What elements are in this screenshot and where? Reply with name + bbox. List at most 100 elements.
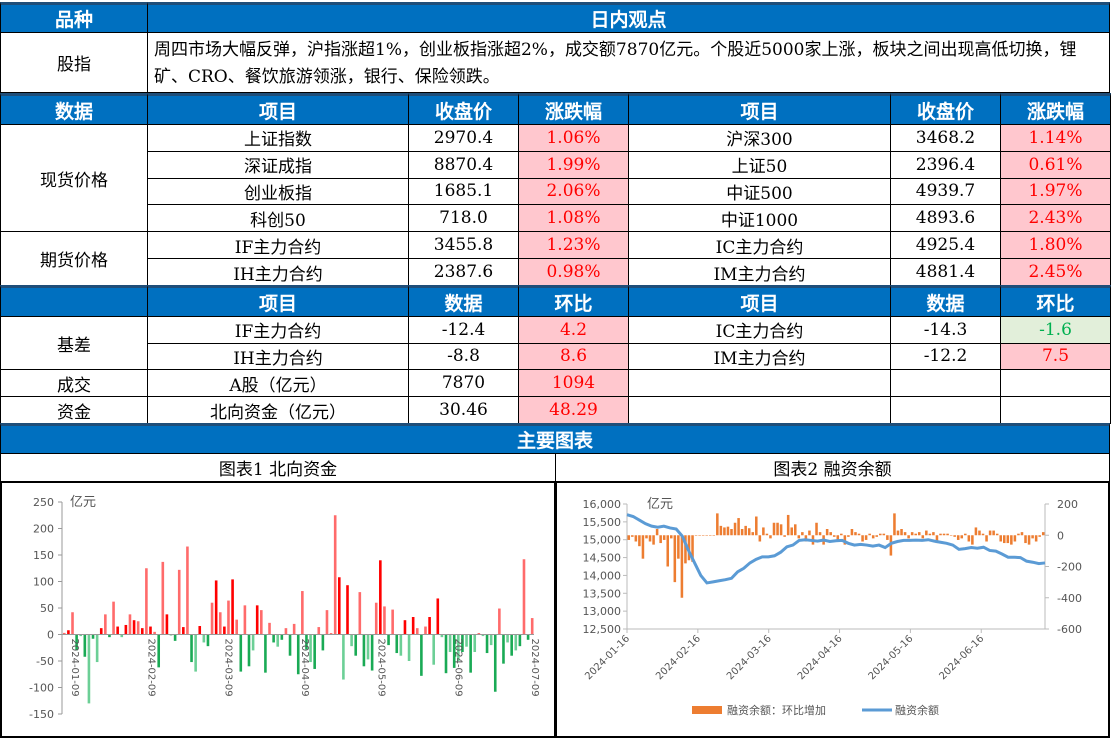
change-bar [680, 535, 684, 598]
item-value: -12.4 [408, 316, 519, 344]
bar [186, 546, 189, 635]
change-bar [627, 535, 631, 540]
turnover-change: 1094 [518, 369, 629, 397]
item-name: IM主力合约 [628, 258, 891, 286]
header-intraday-view: 日内观点 [147, 2, 1110, 33]
bar [169, 634, 173, 636]
bar [194, 634, 197, 672]
bar [301, 591, 304, 635]
change-bar [889, 535, 893, 556]
y-tick-label: -50 [36, 655, 54, 668]
item-name: IF主力合约 [147, 231, 409, 259]
bar [128, 614, 132, 635]
change-bar [701, 535, 705, 536]
y-tick-label: 0 [47, 629, 54, 642]
bar [342, 634, 345, 680]
x-tick-label: 2024-05-16 [867, 633, 916, 682]
item-name: 上证50 [628, 150, 891, 179]
change-bar [935, 535, 939, 544]
x-tick-label: 2024-04-16 [796, 633, 845, 682]
y-tick-label: 13,000 [583, 605, 622, 618]
bar [469, 634, 472, 673]
bar [337, 577, 341, 635]
bar [374, 602, 378, 635]
basis-header-c3: 环比 [518, 285, 629, 317]
bar [399, 634, 403, 656]
bar [477, 633, 481, 635]
change-bar [843, 535, 847, 545]
change-bar [949, 535, 953, 536]
bar [284, 628, 288, 635]
bar [346, 585, 349, 635]
change-bar [981, 533, 985, 536]
item-value: 4893.6 [890, 204, 1001, 232]
change-bar [836, 535, 840, 542]
bar [309, 634, 312, 663]
change-bar [900, 529, 903, 536]
capital-value: 30.46 [408, 396, 519, 424]
data-header-c3: 涨跌幅 [518, 93, 629, 125]
change-bar [840, 533, 843, 536]
bar [182, 627, 185, 635]
x-tick-label: 2024-01-16 [583, 633, 632, 682]
bar [153, 631, 156, 635]
change-bar [879, 533, 882, 536]
change-bar [779, 524, 783, 536]
bar [214, 580, 218, 635]
change-bar [726, 526, 730, 536]
change-bar [988, 530, 992, 536]
bar [325, 610, 329, 635]
change-bar [1041, 532, 1045, 536]
bar [350, 634, 353, 647]
change-bar [762, 527, 765, 536]
bar [124, 624, 128, 635]
change-bar [744, 525, 747, 536]
turnover-item: A股（亿元） [147, 369, 409, 397]
legend-line-label: 融资余额 [895, 703, 939, 717]
change-bar [999, 535, 1002, 542]
item-name: 沪深300 [628, 124, 891, 152]
change-bar [939, 533, 942, 536]
change-bar [832, 535, 836, 537]
chart2-frame: 16,000 15,500 15,000 14,500 14,000 13,500 13,0… [555, 481, 1110, 738]
change-bar [645, 535, 648, 539]
y-tick-label: 12,500 [583, 623, 622, 636]
bar [411, 617, 415, 635]
bar [173, 634, 177, 641]
change-bar [850, 529, 854, 536]
bar [116, 626, 119, 635]
bar [280, 634, 284, 640]
item-change: 1.23% [518, 231, 629, 259]
bar [190, 634, 193, 663]
bar [104, 614, 107, 635]
y-tick-label: 250 [33, 496, 54, 509]
item-name: 深证成指 [147, 150, 409, 179]
y2-tick-label: -400 [1057, 592, 1082, 605]
x-tick-label: 2024-03-09 [222, 639, 233, 697]
change-bar [1006, 535, 1010, 544]
bar [206, 634, 210, 647]
bar [485, 634, 489, 654]
bar [63, 632, 66, 635]
change-bar [960, 535, 964, 539]
data-header-c5: 收盘价 [890, 93, 1001, 125]
capital-label: 资金 [0, 396, 148, 424]
bar [75, 634, 78, 651]
change-bar [946, 533, 949, 536]
table-cell [1000, 396, 1111, 424]
item-value: 2387.6 [408, 258, 519, 286]
y-tick-label: 13,500 [583, 587, 622, 600]
change-bar [755, 516, 758, 536]
bar [457, 634, 460, 661]
chart2-title: 图表2 融资余额 [555, 453, 1110, 482]
table-cell [890, 396, 1001, 424]
bar [71, 612, 74, 635]
bar [522, 559, 526, 635]
basis-header-blank [0, 285, 148, 317]
bar [493, 634, 497, 692]
item-change: 1.06% [518, 124, 629, 152]
bar [448, 634, 452, 652]
change-bar [917, 532, 921, 536]
item-change: 1.14% [1000, 124, 1111, 152]
